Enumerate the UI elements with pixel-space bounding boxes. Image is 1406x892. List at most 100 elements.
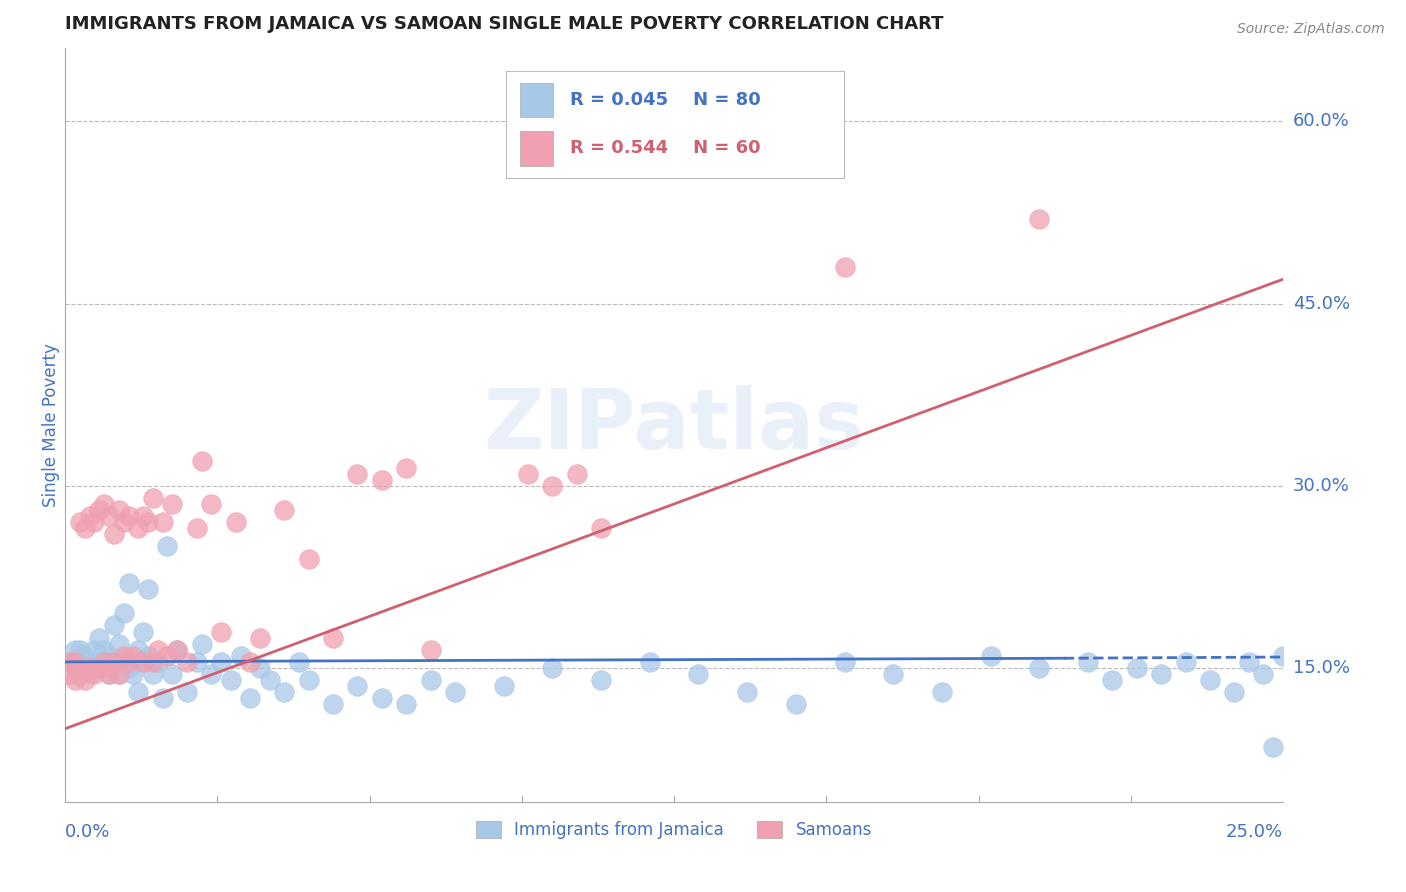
Point [249,631,271,645]
Point [395,460,418,475]
Point [98,648,121,663]
Point [136,582,159,596]
Point [565,467,588,481]
Point [166,642,188,657]
Point [93,642,115,657]
Point [142,491,165,505]
Point [79,661,101,675]
Point [59,655,82,669]
Point [98,667,121,681]
Point [93,661,115,675]
Point [209,655,232,669]
Point [69,667,91,681]
Point [1150,667,1173,681]
Point [589,673,612,687]
Point [239,691,262,706]
Point [419,642,441,657]
Point [103,527,125,541]
Point [69,642,91,657]
Point [127,685,149,699]
Point [1174,655,1197,669]
Point [834,655,856,669]
Point [93,655,115,669]
Point [162,497,184,511]
Point [322,698,344,712]
Point [117,576,139,591]
Point [73,521,96,535]
Point [200,667,222,681]
Point [980,648,1002,663]
Point [127,642,149,657]
Point [132,509,155,524]
Point [346,679,368,693]
Point [63,655,86,669]
Point [103,618,125,632]
Point [156,540,179,554]
Point [79,667,101,681]
Point [735,685,758,699]
Point [79,661,101,675]
Point [127,521,149,535]
Point [190,637,212,651]
Text: 15.0%: 15.0% [1292,659,1350,677]
Point [1199,673,1222,687]
Point [83,667,105,681]
Point [219,673,242,687]
Point [69,655,91,669]
Point [176,685,198,699]
Point [273,503,295,517]
Point [73,661,96,675]
Point [589,521,612,535]
Point [132,624,155,639]
Point [298,673,321,687]
Point [83,661,105,675]
Point [209,624,232,639]
Point [117,661,139,675]
Point [93,497,115,511]
Point [162,667,184,681]
Point [273,685,295,699]
Point [346,467,368,481]
Point [107,667,129,681]
Point [1253,667,1275,681]
Text: Single Male Poverty: Single Male Poverty [42,343,59,507]
Point [89,631,111,645]
Point [83,642,105,657]
Point [136,648,159,663]
Point [117,655,139,669]
Text: 0.0%: 0.0% [65,823,111,841]
Point [146,642,169,657]
Point [117,509,139,524]
Text: R = 0.544    N = 60: R = 0.544 N = 60 [571,139,761,157]
Point [371,473,394,487]
Point [152,691,174,706]
Point [156,648,179,663]
Point [419,673,441,687]
Point [83,515,105,529]
Point [89,655,111,669]
Point [298,551,321,566]
Point [63,642,86,657]
Point [59,667,82,681]
FancyBboxPatch shape [520,131,554,166]
Point [249,661,271,675]
Point [190,454,212,468]
Point [152,515,174,529]
Point [107,503,129,517]
Point [63,661,86,675]
FancyBboxPatch shape [520,83,554,118]
Point [186,655,208,669]
Point [176,655,198,669]
Point [1101,673,1123,687]
Point [112,607,135,621]
Point [931,685,953,699]
Point [89,661,111,675]
Point [142,667,165,681]
Point [136,515,159,529]
Point [1272,648,1295,663]
Point [98,667,121,681]
Point [103,655,125,669]
Point [112,655,135,669]
Legend: Immigrants from Jamaica, Samoans: Immigrants from Jamaica, Samoans [470,814,879,846]
Point [98,509,121,524]
